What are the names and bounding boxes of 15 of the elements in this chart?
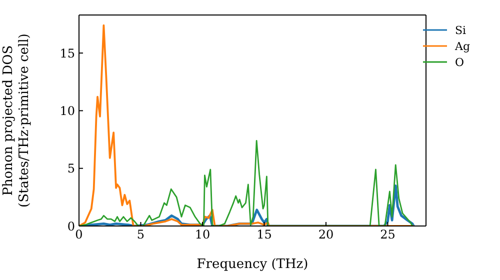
y-tick-label: 10: [60, 104, 75, 118]
legend-label: Ag: [455, 40, 470, 52]
x-tick-label: 5: [136, 228, 145, 242]
x-tick-label: 20: [318, 228, 334, 242]
x-axis-title: Frequency (THz): [196, 257, 308, 272]
y-axis-title: Phonon projected DOS (States/THz·primitive cell): [1, 33, 32, 208]
y-tick-label: 5: [67, 162, 75, 176]
legend-label: Si: [455, 24, 466, 36]
y-tick-label: 15: [60, 46, 75, 60]
legend-label: O: [455, 56, 464, 68]
line-series: [79, 140, 414, 226]
line-series: [79, 24, 415, 226]
x-tick-label: 15: [256, 228, 272, 242]
x-tick-label: 10: [194, 228, 210, 242]
x-tick-label: 25: [380, 228, 396, 242]
